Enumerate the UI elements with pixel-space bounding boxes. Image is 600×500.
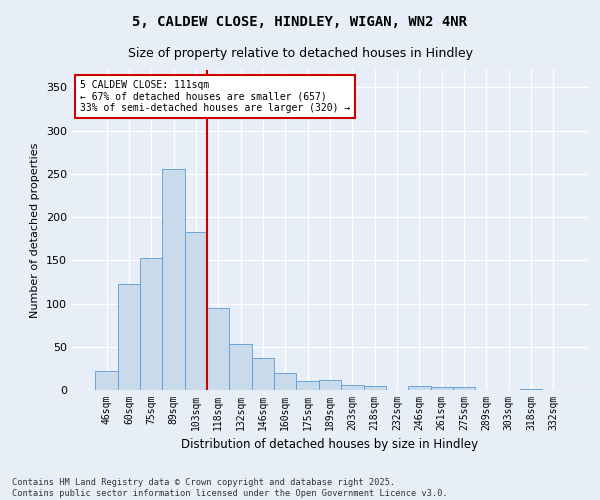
X-axis label: Distribution of detached houses by size in Hindley: Distribution of detached houses by size …: [181, 438, 479, 452]
Text: Contains HM Land Registry data © Crown copyright and database right 2025.
Contai: Contains HM Land Registry data © Crown c…: [12, 478, 448, 498]
Bar: [95, 371, 118, 390]
Bar: [296, 382, 319, 390]
Bar: [408, 386, 431, 390]
Text: 5 CALDEW CLOSE: 111sqm
← 67% of detached houses are smaller (657)
33% of semi-de: 5 CALDEW CLOSE: 111sqm ← 67% of detached…: [80, 80, 350, 113]
Text: Size of property relative to detached houses in Hindley: Size of property relative to detached ho…: [128, 48, 473, 60]
Bar: [453, 386, 475, 390]
Bar: [274, 372, 296, 390]
Bar: [431, 386, 453, 390]
Y-axis label: Number of detached properties: Number of detached properties: [31, 142, 40, 318]
Text: 5, CALDEW CLOSE, HINDLEY, WIGAN, WN2 4NR: 5, CALDEW CLOSE, HINDLEY, WIGAN, WN2 4NR: [133, 15, 467, 29]
Bar: [319, 380, 341, 390]
Bar: [364, 386, 386, 390]
Bar: [118, 284, 140, 390]
Bar: [185, 232, 207, 390]
Bar: [207, 308, 229, 390]
Bar: [341, 385, 364, 390]
Bar: [140, 258, 163, 390]
Bar: [229, 344, 252, 390]
Bar: [163, 170, 185, 390]
Bar: [252, 358, 274, 390]
Bar: [520, 389, 542, 390]
